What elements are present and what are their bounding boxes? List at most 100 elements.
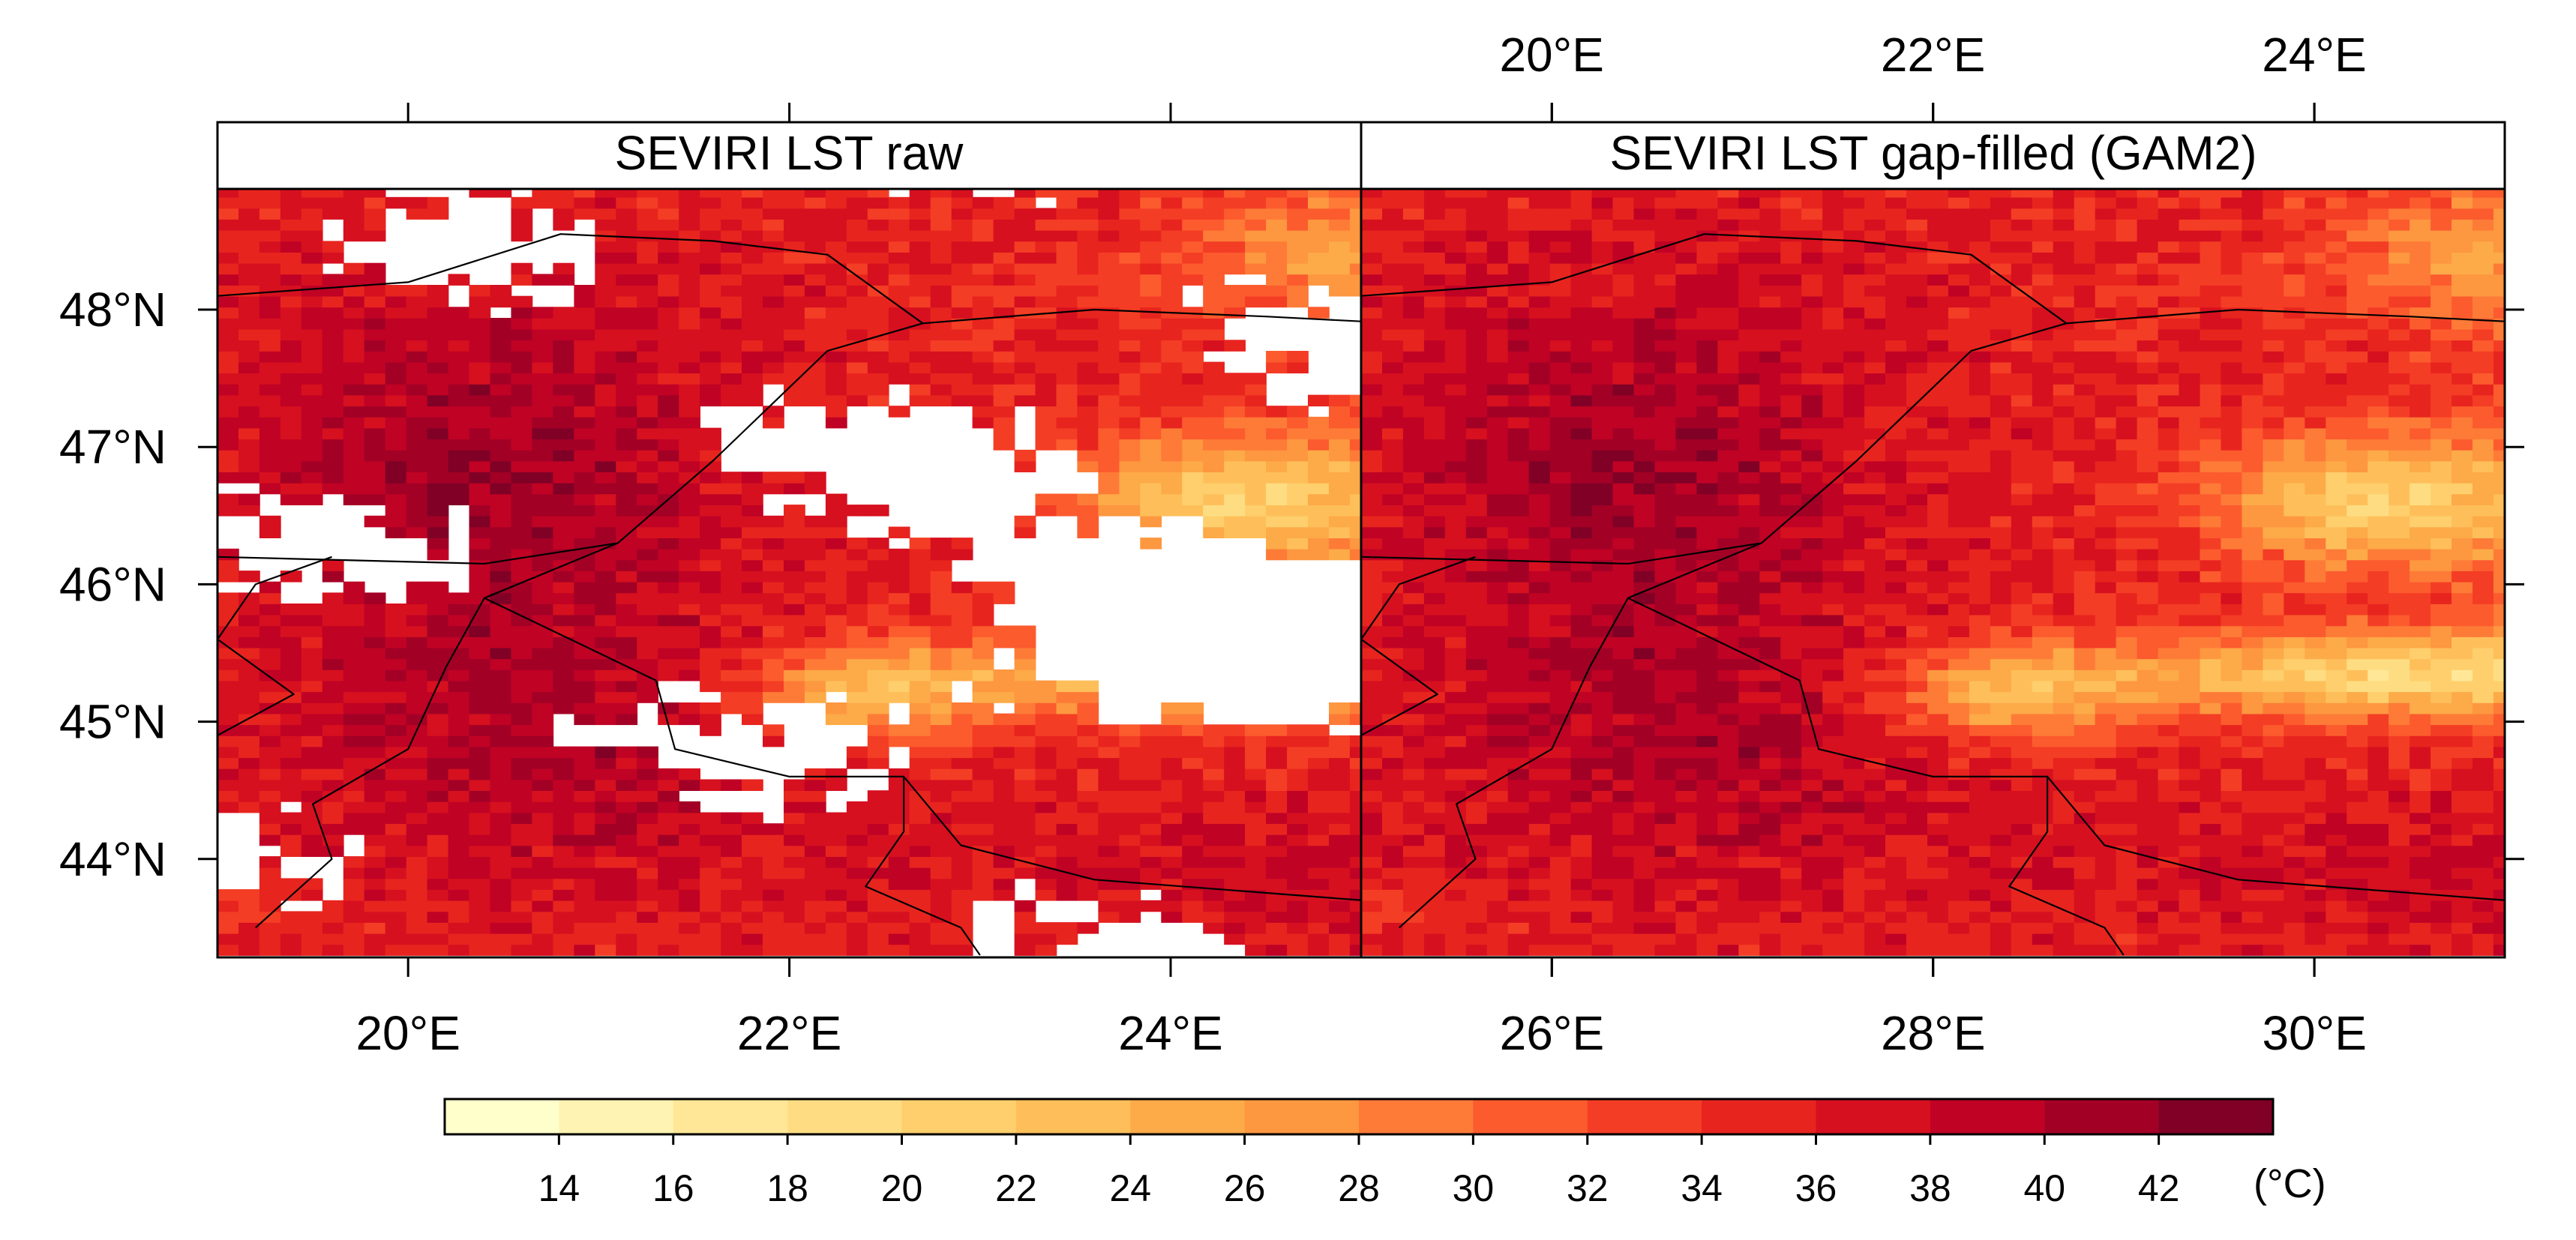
lst-cell [1161,493,1183,505]
lst-cell [238,505,260,517]
lst-cell [553,702,575,714]
lst-cell [679,307,700,319]
lst-cell [742,834,763,846]
lst-cell [490,867,512,879]
lst-cell [721,515,742,528]
lst-cell [1203,779,1225,791]
lst-cell [490,515,512,528]
lst-cell [616,889,638,901]
lst-cell [511,724,533,736]
lst-cell [825,812,847,824]
lst-cell [595,768,617,780]
lst-cell [406,944,428,956]
lst-cell [679,581,700,594]
lst-cell [385,724,407,736]
lst-cell [825,548,847,561]
lst-cell [742,328,763,341]
lst-cell [825,625,847,637]
lst-cell [532,790,554,802]
lst-cell [1098,307,1120,319]
lst-cell [469,416,491,429]
lst-cell [280,493,302,505]
lst-cell [888,604,910,616]
lst-cell [825,680,847,693]
lst-cell [1077,889,1099,901]
lst-cell [532,427,554,440]
lst-cell [238,702,260,714]
lst-cell [385,614,407,627]
lst-cell [1266,889,1288,901]
lst-cell [825,647,847,660]
lst-cell [490,933,512,945]
lst-cell [406,383,428,396]
lst-cell [280,757,302,769]
lst-cell [867,340,889,352]
lst-cell [846,878,868,890]
lst-cell [553,449,575,462]
lst-cell [385,295,407,308]
lst-cell [1182,351,1204,363]
lst-cell [448,779,470,791]
lst-cell [951,757,973,769]
lst-cell [1035,416,1057,429]
lst-cell [448,394,470,407]
lst-cell [1224,493,1246,505]
lst-cell [1266,757,1288,769]
lst-cell [238,295,260,308]
lst-cell [1224,911,1246,923]
lst-cell [1203,878,1225,890]
lst-cell [1119,439,1141,451]
lst-cell [490,604,512,616]
lst-cell [1203,427,1225,440]
lst-cell [658,571,679,583]
lst-cell [679,449,700,462]
lst-cell [595,526,617,538]
lst-cell [574,604,596,616]
lst-cell [700,439,721,451]
lst-cell [1035,801,1057,813]
lst-cell [637,768,658,780]
lst-cell [679,856,700,868]
lst-cell [1161,823,1183,835]
lst-cell [1056,933,1078,945]
lst-cell [1182,406,1204,418]
lst-cell [763,559,784,571]
lst-cell [238,724,260,736]
lst-cell [825,526,847,538]
lst-cell [930,845,952,857]
lst-cell [1119,351,1141,363]
lst-cell [280,779,302,791]
lst-cell [825,856,847,868]
lst-cell [322,735,344,747]
lst-cell [846,801,868,813]
lst-cell [804,559,826,571]
lst-cell [1182,482,1204,495]
lst-cell [427,636,449,648]
lst-cell [930,351,952,363]
lst-cell [1329,394,1351,407]
lst-cell [469,812,491,824]
lst-cell [259,944,281,956]
lst-cell [280,394,302,407]
lst-cell [427,757,449,769]
lst-cell [1308,856,1330,868]
lst-cell [1035,845,1057,857]
lst-cell [721,812,742,824]
lst-cell [742,472,763,484]
lst-cell [951,790,973,802]
lst-cell [490,351,512,363]
lst-cell [1329,790,1351,802]
lst-cell [217,614,239,627]
lst-cell [763,592,784,604]
lst-cell [742,680,763,693]
lst-cell [280,691,302,703]
lst-cell [1308,768,1330,780]
lst-cell [763,856,784,868]
lst-cell [679,318,700,330]
lst-cell [1098,900,1120,912]
lst-cell [658,713,679,726]
lst-cell [238,373,260,385]
lst-cell [406,460,428,472]
lst-cell [364,351,386,363]
lst-cell [1287,472,1309,484]
